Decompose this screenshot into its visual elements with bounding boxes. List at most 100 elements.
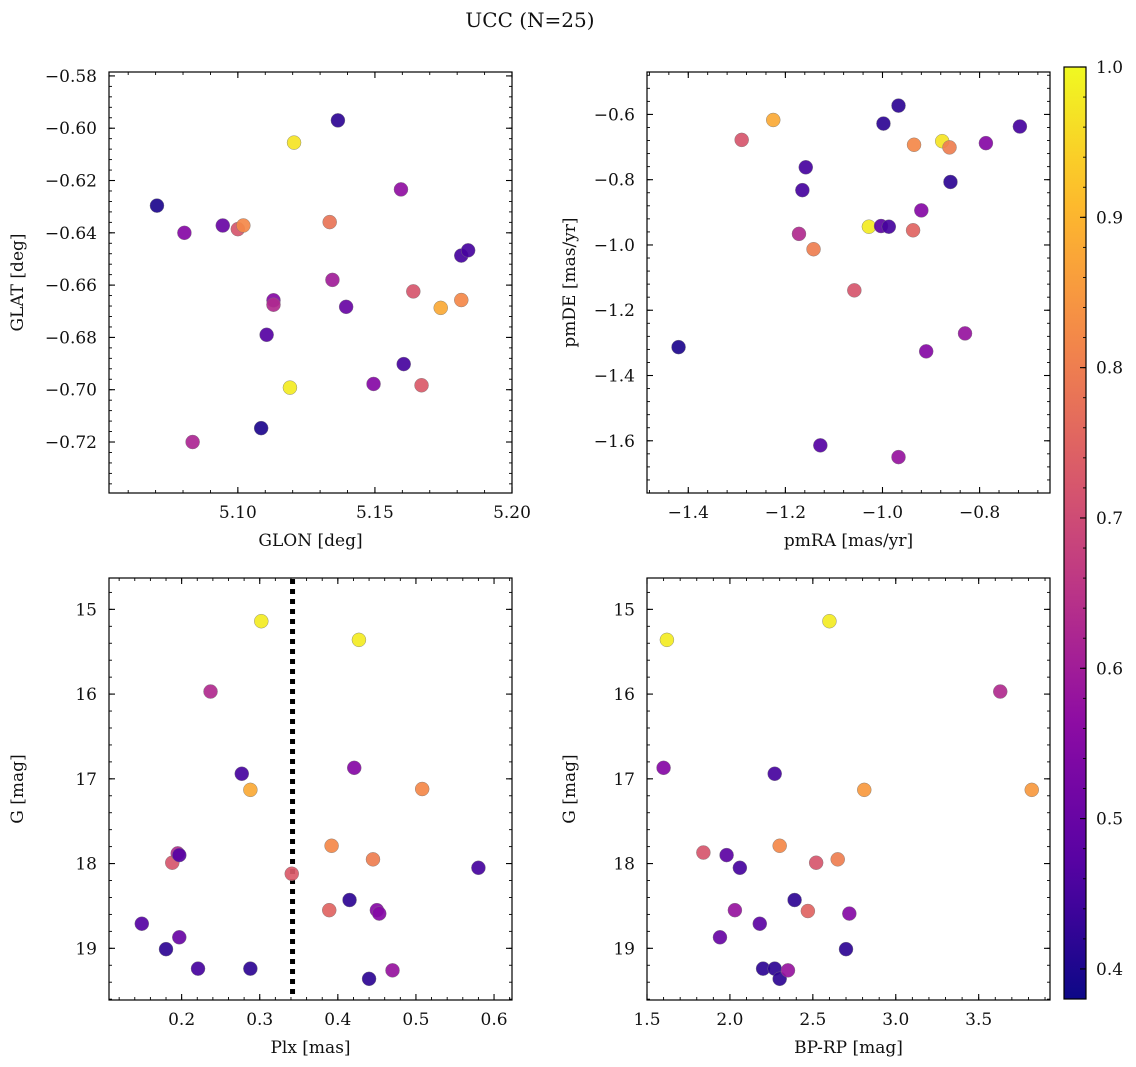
scatter-point: [324, 838, 339, 853]
scatter-point: [766, 112, 781, 128]
scatter-point: [347, 760, 362, 776]
scatter-point: [719, 847, 734, 863]
y-tick-label: −1.0: [594, 236, 635, 256]
scatter-point: [914, 203, 929, 218]
scatter-point: [800, 903, 816, 919]
y-tick-label: 15: [613, 600, 635, 620]
scatter-point: [433, 300, 448, 316]
scatter-point: [282, 380, 298, 395]
scatter-point: [813, 438, 828, 453]
scatter-panels: 5.10 5.15 5.20 −0.58 −0.60 −0.62 −0.64 −0.66 −0.…: [8, 67, 1051, 1058]
scatter-point: [857, 782, 872, 798]
x-tick-label: −1.4: [668, 503, 709, 523]
x-tick-label: 5.15: [356, 503, 394, 523]
colorbar-tick-label: 0.9: [1096, 208, 1123, 228]
x-tick-label: 0.6: [481, 1010, 508, 1030]
scatter-point: [993, 684, 1008, 699]
axes-frame: [646, 577, 1051, 1001]
axes-frame: [646, 71, 1051, 494]
y-tick-label: 16: [613, 685, 635, 705]
scatter-point: [284, 866, 299, 881]
scatter-point: [330, 113, 346, 128]
y-tick-label: 17: [75, 770, 97, 790]
y-axis-label: pmDE [mas/yr]: [560, 217, 580, 347]
y-tick-label: −0.6: [594, 105, 635, 125]
y-axis-label: G [mag]: [8, 754, 28, 823]
y-tick-label: −0.72: [45, 433, 97, 453]
scatter-point: [134, 916, 150, 931]
colorbar-tick-label: 0.6: [1096, 659, 1123, 679]
y-tick-label: 15: [75, 600, 97, 620]
y-axis-label: GLAT [deg]: [8, 233, 28, 331]
colorbar-gradient: [1063, 66, 1087, 1000]
scatter-point: [861, 219, 877, 234]
scatter-point: [1024, 782, 1039, 798]
scatter-point: [372, 906, 387, 921]
colorbar-tick-label: 0.7: [1096, 509, 1123, 529]
scatter-point: [396, 356, 411, 372]
scatter-point: [406, 284, 421, 299]
y-tick-label: −0.8: [594, 171, 635, 191]
x-axis-label: GLON [deg]: [258, 531, 362, 551]
scatter-point: [905, 223, 921, 238]
scatter-point: [158, 941, 174, 957]
scatter-point: [365, 852, 381, 867]
scatter-point: [780, 963, 796, 978]
scatter-point: [460, 243, 476, 258]
scatter-point: [795, 182, 810, 198]
scatter-point: [243, 961, 258, 976]
scatter-point: [414, 781, 430, 797]
y-tick-label: −1.6: [594, 432, 635, 452]
scatter-point: [1012, 119, 1028, 134]
axes-frame: [108, 577, 513, 1001]
y-tick-label: −0.60: [45, 119, 97, 139]
scatter-point: [366, 376, 381, 392]
scatter-point: [842, 906, 857, 921]
scatter-point: [830, 852, 845, 867]
scatter-point: [393, 182, 409, 197]
y-tick-label: 16: [75, 685, 97, 705]
scatter-point: [876, 116, 891, 131]
scatter-point: [190, 961, 206, 976]
scatter-point: [847, 283, 862, 298]
scatter-point: [342, 892, 357, 908]
colorbar-tick-label: 0.8: [1096, 359, 1123, 379]
x-tick-label: 5.10: [219, 503, 257, 523]
y-tick-label: 19: [613, 939, 635, 959]
scatter-point: [806, 242, 821, 257]
scatter-point: [957, 326, 973, 341]
x-tick-label: 2.0: [716, 1010, 743, 1030]
scatter-point: [234, 766, 249, 781]
scatter-point: [322, 214, 337, 230]
scatter-point: [656, 760, 671, 776]
x-tick-label: 1.5: [633, 1010, 660, 1030]
scatter-point: [767, 766, 782, 781]
colorbar-tick-label: 0.5: [1096, 810, 1123, 830]
scatter-point: [203, 684, 218, 699]
scatter-point: [734, 132, 749, 148]
scatter-point: [215, 218, 230, 233]
scatter-point: [253, 420, 269, 436]
scatter-point: [808, 855, 824, 870]
y-tick-label: −1.2: [594, 301, 635, 321]
panel-2: −1.4 −1.2 −1.0 −0.8 −0.6 −0.8 −1.0 −1.2 −1.4 −1.6…: [560, 71, 1051, 551]
scatter-point: [385, 963, 400, 978]
scatter-point: [185, 434, 200, 450]
x-tick-label: 3.0: [882, 1010, 909, 1030]
scatter-point: [712, 930, 728, 945]
scatter-point: [696, 845, 711, 860]
y-tick-label: −1.4: [594, 367, 635, 387]
x-tick-label: 0.3: [246, 1010, 273, 1030]
scatter-point: [254, 614, 269, 629]
scatter-point: [172, 847, 187, 863]
scatter-point: [266, 297, 281, 312]
scatter-point: [286, 135, 302, 150]
scatter-point: [772, 838, 787, 853]
x-axis-label: pmRA [mas/yr]: [784, 531, 913, 551]
y-tick-label: −0.70: [45, 381, 97, 401]
y-tick-label: −0.58: [45, 67, 97, 87]
scatter-point: [177, 225, 192, 241]
y-tick-label: −0.66: [45, 276, 97, 296]
scatter-point: [943, 174, 958, 190]
y-tick-label: 18: [613, 855, 635, 875]
